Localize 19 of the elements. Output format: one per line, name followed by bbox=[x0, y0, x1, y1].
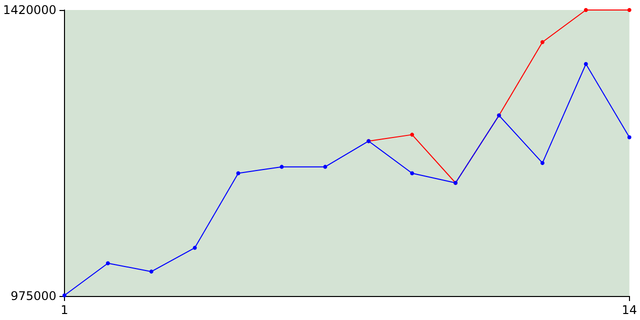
point bbox=[627, 135, 632, 140]
x-tick-label: 1 bbox=[60, 303, 68, 317]
point bbox=[192, 246, 197, 250]
x-tick-label: 14 bbox=[622, 303, 638, 317]
point bbox=[106, 261, 110, 266]
point bbox=[236, 171, 240, 176]
point bbox=[540, 160, 544, 165]
point bbox=[540, 40, 544, 44]
point bbox=[410, 132, 414, 137]
point bbox=[584, 62, 588, 66]
point bbox=[627, 8, 632, 12]
point bbox=[584, 8, 588, 12]
point bbox=[323, 164, 328, 169]
y-tick-label: 1420000 bbox=[2, 3, 56, 17]
point bbox=[410, 171, 414, 176]
point bbox=[62, 293, 66, 298]
point bbox=[149, 270, 154, 274]
point bbox=[280, 164, 284, 169]
y-tick-label: 975000 bbox=[10, 289, 56, 303]
